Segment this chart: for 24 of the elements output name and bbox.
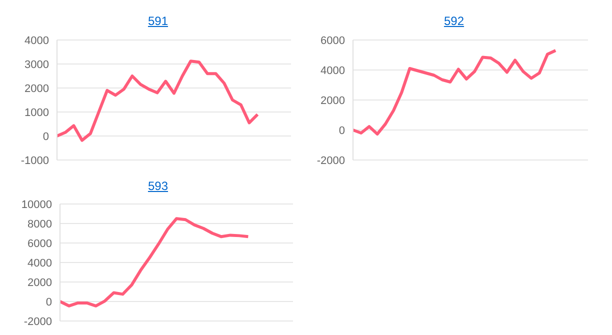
y-tick-label: 2000 [24, 82, 49, 95]
y-tick-label: 0 [338, 124, 345, 137]
y-tick-label: 10000 [21, 198, 52, 211]
y-tick-label: -1000 [20, 154, 49, 167]
y-tick-label: 2000 [28, 276, 52, 289]
y-tick-label: -2000 [24, 316, 52, 328]
chart-title: 591 [148, 14, 168, 28]
y-tick-label: -2000 [316, 154, 345, 167]
y-tick-label: 1000 [24, 106, 49, 119]
chart-title: 592 [444, 14, 464, 28]
y-tick-label: 4000 [28, 257, 52, 270]
y-tick-label: 6000 [28, 238, 52, 250]
y-tick-label: 3000 [24, 58, 49, 71]
line-series [352, 49, 558, 136]
y-tick-label: 0 [46, 296, 52, 308]
y-tick-label: 8000 [28, 218, 52, 230]
y-tick-label: 0 [42, 130, 49, 143]
y-tick-label: 2000 [320, 94, 345, 107]
chart-title: 593 [148, 179, 168, 193]
y-tick-label: 6000 [320, 34, 345, 47]
line-series [58, 217, 250, 308]
line-series [56, 60, 260, 142]
y-tick-label: 4000 [320, 64, 345, 77]
y-tick-label: 4000 [24, 34, 49, 47]
